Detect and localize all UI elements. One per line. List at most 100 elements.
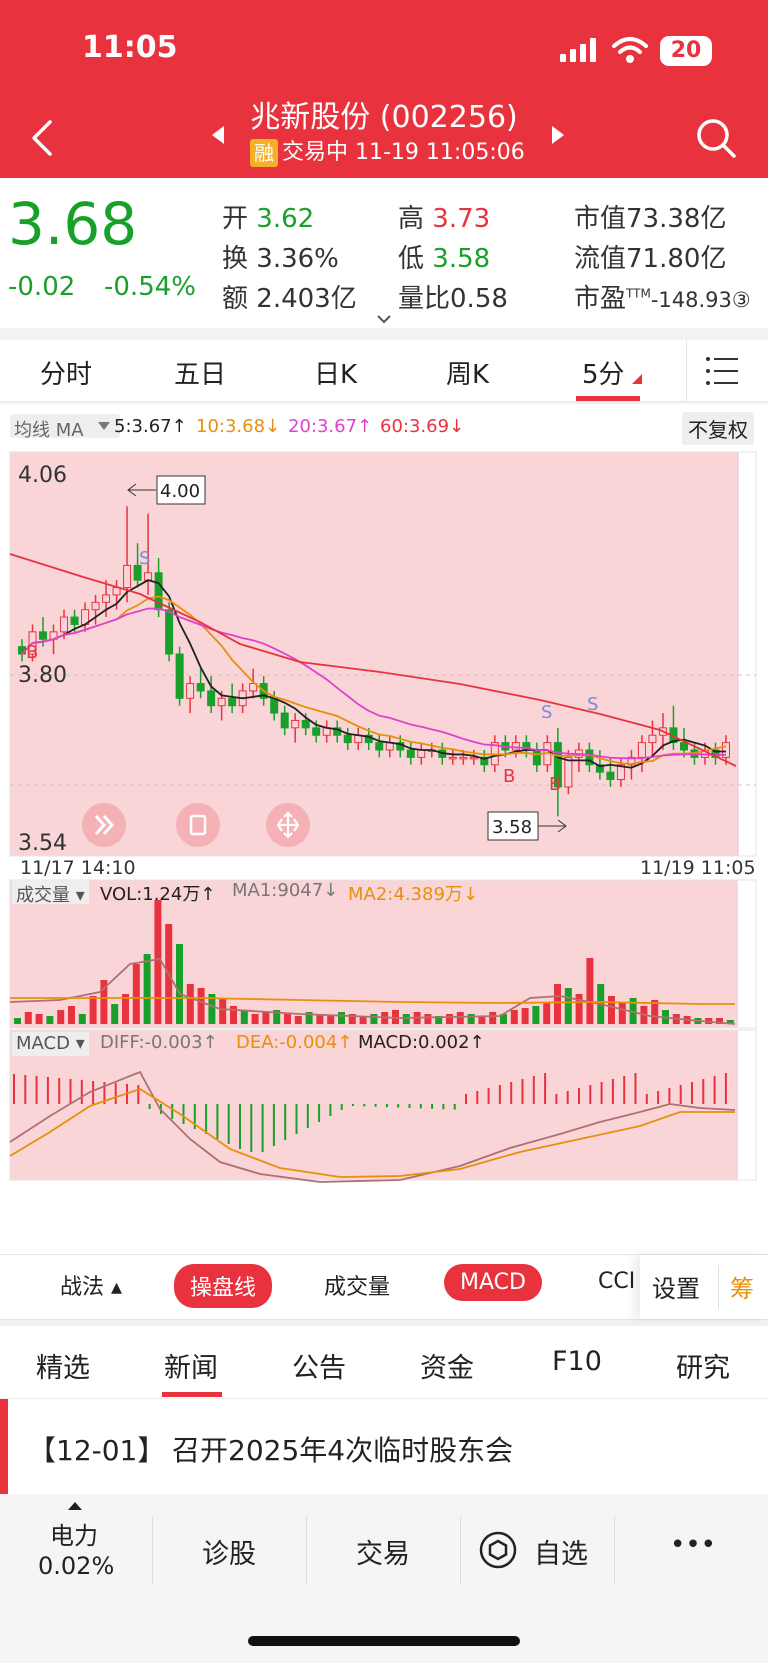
y-bottom-label: 3.54 — [18, 831, 67, 856]
ma60-value: 60:3.69↓ — [380, 416, 465, 437]
vol-ratio-row: 量比0.58 — [398, 284, 508, 314]
tab-f10[interactable]: F10 — [552, 1346, 602, 1377]
volume-bar — [327, 1016, 335, 1024]
volume-bar — [154, 900, 162, 1024]
volume-panel-outer — [9, 879, 757, 1029]
volume-bar — [78, 1014, 86, 1024]
macd-diff-value: DIFF:-0.003↑ — [100, 1032, 218, 1053]
candle-body — [270, 697, 279, 714]
diagnose-button[interactable]: 诊股 — [202, 1539, 256, 1570]
watchlist-button[interactable]: 自选 — [534, 1539, 588, 1570]
ma-legend-label[interactable]: 均线 MA — [14, 420, 84, 441]
tab-fenshi[interactable]: 分时 — [40, 360, 93, 390]
tab-5min[interactable]: 5分 — [582, 360, 625, 390]
adjust-button[interactable]: 不复权 — [682, 412, 754, 445]
tab-daily-k[interactable]: 日K — [314, 360, 358, 390]
search-icon[interactable] — [694, 116, 738, 160]
candle-body — [123, 564, 132, 589]
volume-bar — [543, 1002, 551, 1024]
min-annotation-text: 3.58 — [492, 817, 532, 838]
volume-bar — [219, 998, 227, 1024]
candle-body — [511, 742, 520, 751]
trade-status: 融交易中 11-19 11:05:06 — [250, 134, 525, 167]
candle-body — [196, 683, 205, 692]
tab-zijin[interactable]: 资金 — [420, 1353, 474, 1384]
candle-body — [175, 653, 184, 699]
more-button[interactable]: ••• — [670, 1530, 717, 1560]
tab-xinwen[interactable]: 新闻 — [164, 1353, 218, 1384]
volume-bar — [456, 1012, 464, 1024]
candle-body — [102, 594, 111, 603]
ma20-line — [21, 607, 726, 760]
price-change: -0.02 — [8, 272, 76, 302]
max-annotation-box — [156, 475, 206, 505]
macd-indicator-button[interactable]: MACD — [444, 1264, 542, 1301]
volume-label-box[interactable]: 成交量 ▾ — [12, 880, 89, 906]
zhanfa-button[interactable]: 战法 ▴ — [60, 1275, 123, 1300]
news-tabs: 精选 新闻 公告 资金 F10 研究 — [0, 1326, 768, 1398]
volume-bar — [467, 1014, 475, 1024]
chips-button[interactable]: 筹 — [730, 1275, 754, 1303]
macd-value: MACD:0.002↑ — [358, 1032, 485, 1053]
x-end-label: 11/19 11:05 — [640, 857, 756, 879]
volume-bar — [554, 984, 561, 1024]
macd-dea-value: DEA:-0.004↑ — [236, 1032, 353, 1053]
next-stock-icon[interactable] — [550, 124, 566, 146]
volume-bar — [111, 1004, 119, 1024]
candle-body — [228, 697, 237, 707]
max-annotation-arrow — [127, 483, 137, 497]
volume-bar — [305, 1012, 313, 1024]
sector-name[interactable]: 电力 — [50, 1522, 98, 1550]
volume-bar — [359, 1016, 367, 1024]
pe-row[interactable]: 市盈TTM-148.93③ — [574, 284, 751, 314]
tab-jingxuan[interactable]: 精选 — [36, 1353, 90, 1384]
candle-body — [553, 742, 562, 788]
period-tabs: 分时 五日 日K 周K 5分 — [0, 340, 768, 402]
trade-button[interactable]: 交易 — [356, 1539, 410, 1570]
kline-chart-area[interactable]: 均线 MA 5:3.67↑ 10:3.68↓ 20:3.67↑ 60:3.69↓… — [0, 404, 768, 1254]
tab-gonggao[interactable]: 公告 — [292, 1353, 346, 1384]
prev-stock-icon[interactable] — [210, 124, 226, 146]
tab-divider — [686, 340, 687, 402]
list-menu-icon[interactable] — [704, 354, 740, 388]
candle-body — [679, 742, 688, 751]
news-title: 召开2025年4次临时股东会 — [172, 1434, 514, 1467]
volume-bar — [402, 1014, 410, 1024]
watchlist-icon[interactable] — [478, 1530, 518, 1570]
dropdown-corner-icon — [632, 374, 642, 384]
volume-bar — [273, 1010, 281, 1024]
candle-body — [207, 690, 216, 707]
macd-label-box[interactable]: MACD ▾ — [12, 1032, 89, 1056]
candle-body — [60, 616, 69, 633]
ma-dropdown-icon[interactable] — [98, 422, 110, 430]
candle-body — [480, 756, 489, 766]
settings-button[interactable]: 设置 — [652, 1275, 700, 1303]
caopanxian-button[interactable]: 操盘线 — [174, 1264, 273, 1308]
volume-bar — [618, 1002, 626, 1024]
back-arrow-icon[interactable] — [28, 118, 54, 158]
rotate-button — [176, 803, 220, 847]
header-bar: 11:05 20 兆新股份 (002256) 融交易中 11-19 11:05:… — [0, 0, 768, 178]
float-row: 流值71.80亿 — [574, 244, 727, 274]
expand-chevron-icon[interactable] — [376, 314, 392, 324]
vol-ma1-value: MA1:9047↓ — [232, 880, 339, 901]
margin-badge: 融 — [250, 139, 278, 167]
volume-bar — [68, 1006, 75, 1024]
tab-wuri[interactable]: 五日 — [174, 360, 227, 390]
max-annotation-text: 4.00 — [160, 481, 200, 502]
volume-bar — [716, 1018, 723, 1024]
volume-bar — [629, 998, 637, 1024]
volume-bar — [46, 1016, 54, 1024]
volume-bar — [14, 1018, 21, 1024]
volume-bar — [510, 1010, 518, 1024]
ma10-line — [21, 595, 727, 765]
candle-body — [165, 609, 174, 655]
settings-divider — [718, 1265, 719, 1309]
cci-indicator-button[interactable]: CCI — [598, 1269, 636, 1294]
news-item[interactable]: 【12-01】 召开2025年4次临时股东会 — [0, 1398, 768, 1495]
volume-indicator-button[interactable]: 成交量 — [324, 1275, 391, 1300]
tab-yanjiu[interactable]: 研究 — [676, 1353, 730, 1384]
candlestick-chart[interactable]: 4.06 3.80 3.54 4.00 3.58 S S S B B B 11/… — [0, 404, 768, 1254]
candle-body — [637, 742, 646, 758]
tab-weekly-k[interactable]: 周K — [446, 360, 490, 390]
